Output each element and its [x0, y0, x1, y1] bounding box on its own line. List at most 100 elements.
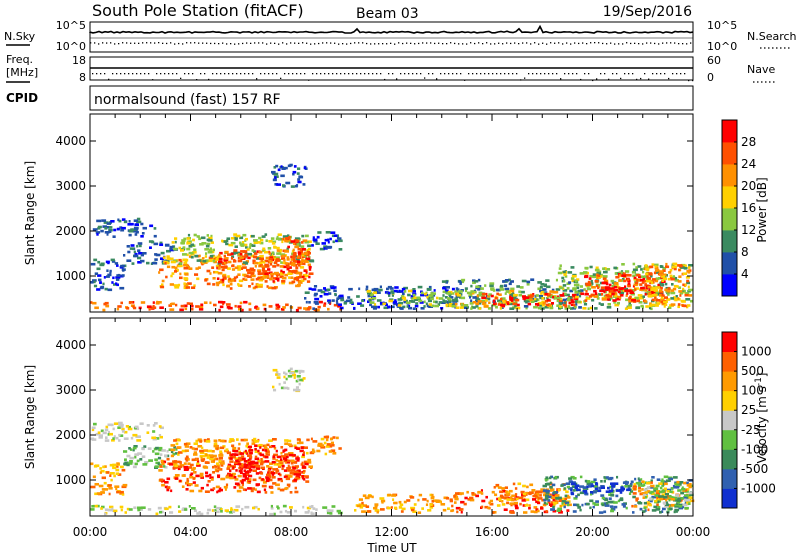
velocity-colorbar-label-main: Velocity [m s — [755, 386, 769, 463]
heatmap-cell — [303, 478, 306, 481]
heatmap-cell — [189, 475, 194, 479]
heatmap-cell — [420, 291, 424, 295]
heatmap-cell — [237, 305, 242, 308]
heatmap-cell — [504, 287, 510, 291]
heatmap-cell — [291, 255, 295, 259]
heatmap-cell — [604, 286, 610, 289]
nsearch-dot — [582, 42, 584, 44]
heatmap-cell — [216, 490, 219, 494]
heatmap-cell — [619, 489, 624, 492]
heatmap-cell — [138, 306, 142, 310]
heatmap-cell — [269, 277, 272, 281]
heatmap-cell — [280, 261, 283, 264]
heatmap-cell — [518, 290, 522, 294]
heatmap-cell — [558, 511, 563, 514]
heatmap-cell — [152, 430, 156, 433]
heatmap-cell — [451, 509, 455, 512]
heatmap-cell — [632, 271, 636, 274]
heatmap-cell — [126, 454, 131, 458]
heatmap-cell — [524, 296, 530, 299]
heatmap-cell — [181, 449, 187, 453]
heatmap-cell — [331, 505, 336, 508]
colorbar-tick-label: -500 — [741, 462, 768, 476]
heatmap-cell — [303, 166, 307, 170]
nsearch-dot — [410, 42, 412, 44]
heatmap-cell — [233, 276, 237, 279]
heatmap-cell — [256, 241, 261, 244]
heatmap-cell — [279, 510, 283, 514]
heatmap-cell — [166, 249, 171, 253]
heatmap-cell — [193, 248, 197, 252]
heatmap-cell — [121, 493, 125, 496]
heatmap-cell — [238, 456, 243, 460]
heatmap-cell — [590, 279, 593, 283]
nsearch-dot — [334, 42, 336, 44]
heatmap-cell — [279, 473, 282, 477]
heatmap-cell — [272, 482, 277, 485]
heatmap-cell — [275, 258, 280, 261]
heatmap-cell — [186, 247, 191, 251]
heatmap-cell — [633, 488, 637, 491]
heatmap-cell — [281, 257, 286, 260]
heatmap-region — [542, 475, 694, 514]
heatmap-cell — [607, 500, 612, 504]
heatmap-cell — [687, 304, 691, 307]
heatmap-cell — [457, 292, 460, 295]
nave-dot — [188, 73, 190, 75]
nsearch-dot — [262, 42, 264, 44]
heatmap-cell — [116, 227, 120, 231]
heatmap-cell — [675, 494, 680, 497]
nsearch-dot — [390, 42, 392, 44]
heatmap-cell — [589, 499, 594, 503]
heatmap-cell — [438, 297, 444, 300]
heatmap-cell — [149, 224, 154, 228]
heatmap-cell — [165, 275, 168, 279]
heatmap-cell — [393, 289, 398, 293]
heatmap-cell — [210, 241, 214, 244]
heatmap-cell — [234, 266, 239, 270]
heatmap-cell — [128, 233, 132, 237]
heatmap-cell — [245, 444, 249, 448]
nave-dot — [284, 73, 286, 75]
heatmap-cell — [469, 302, 474, 305]
heatmap-cell — [485, 495, 488, 499]
heatmap-cell — [589, 275, 593, 278]
heatmap-cell — [599, 289, 604, 293]
heatmap-cell — [629, 295, 632, 299]
nave-dot — [596, 78, 598, 80]
heatmap-cell — [119, 490, 124, 494]
heatmap-cell — [401, 296, 406, 300]
heatmap-cell — [333, 303, 339, 307]
heatmap-cell — [430, 292, 433, 295]
heatmap-cell — [459, 492, 462, 496]
heatmap-cell — [116, 264, 119, 267]
heatmap-cell — [169, 511, 174, 514]
heatmap-cell — [665, 501, 669, 504]
heatmap-cell — [679, 291, 683, 295]
heatmap-cell — [300, 463, 304, 466]
heatmap-cell — [158, 425, 162, 428]
heatmap-cell — [400, 301, 404, 305]
heatmap-cell — [231, 255, 235, 258]
heatmap-cell — [323, 302, 327, 305]
heatmap-cell — [412, 307, 416, 310]
beam-label: Beam 03 — [356, 6, 419, 22]
heatmap-cell — [519, 502, 522, 506]
heatmap-cell — [339, 296, 344, 300]
heatmap-cell — [276, 183, 281, 186]
heatmap-cell — [250, 489, 254, 493]
heatmap-cell — [185, 284, 189, 288]
heatmap-cell — [238, 450, 241, 454]
heatmap-cell — [206, 511, 210, 515]
heatmap-region — [643, 484, 693, 510]
nsearch-tick-top: 10^5 — [707, 19, 737, 32]
nave-dot — [428, 73, 430, 75]
cpid-label: CPID — [6, 91, 38, 105]
heatmap-cell — [261, 235, 266, 238]
heatmap-cell — [184, 445, 189, 448]
heatmap-cell — [248, 474, 253, 478]
heatmap-cell — [265, 479, 270, 483]
heatmap-cell — [423, 300, 426, 304]
heatmap-cell — [588, 484, 592, 487]
heatmap-cell — [230, 252, 234, 256]
